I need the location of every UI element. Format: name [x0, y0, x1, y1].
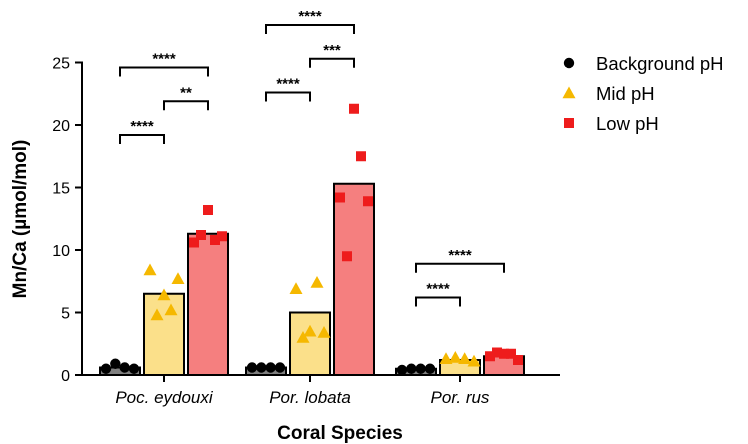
significance-label: **** — [130, 118, 154, 135]
data-point-square — [335, 192, 345, 203]
y-tick-label: 15 — [52, 181, 70, 198]
significance-bracket — [265, 24, 355, 34]
data-point-triangle — [303, 324, 317, 337]
data-point-square — [356, 151, 366, 162]
data-point-circle — [396, 364, 408, 376]
x-tick-label: Poc. eydouxi — [115, 388, 214, 407]
significance-label: **** — [152, 51, 176, 68]
x-axis: Poc. eydouxi Por. lobata Por. rus — [81, 374, 560, 407]
data-point-triangle — [467, 354, 481, 367]
significance-bracket — [265, 91, 311, 102]
data-point-square — [513, 355, 523, 365]
data-point-square — [203, 205, 213, 215]
data-point-circle — [563, 57, 575, 69]
data-point-square — [499, 348, 509, 359]
data-point-square — [196, 230, 206, 240]
data-point-triangle — [562, 86, 576, 99]
significance-bracket — [163, 100, 209, 111]
data-point-square — [217, 231, 227, 242]
data-point-circle — [406, 363, 417, 374]
data-point-triangle — [310, 276, 324, 288]
significance-bracket — [309, 57, 355, 68]
data-point-triangle — [164, 303, 178, 316]
y-tick-label: 20 — [52, 118, 70, 135]
x-tick-label: Por. rus — [431, 388, 490, 407]
data-point-square — [363, 196, 373, 207]
significance-bracket — [415, 262, 505, 273]
data-point-circle — [424, 363, 436, 374]
y-tick-label: 0 — [61, 368, 70, 385]
data-point-triangle — [171, 272, 185, 284]
data-point-triangle — [317, 326, 331, 338]
data-point-circle — [110, 358, 121, 369]
y-axis-title: Mn/Ca (µmol/mol) — [10, 140, 31, 299]
data-point-circle — [274, 362, 286, 373]
y-tick-label: 5 — [61, 306, 70, 323]
data-point-triangle — [150, 308, 164, 321]
data-point-triangle — [143, 263, 157, 276]
data-point-triangle — [448, 351, 462, 363]
data-point-square — [210, 235, 220, 245]
data-point-square — [564, 118, 574, 128]
significance-bracket — [119, 66, 209, 77]
significance-brackets: ***************************** — [119, 8, 505, 307]
significance-label: **** — [276, 76, 300, 93]
data-point-circle — [119, 362, 130, 373]
legend-label: Mid pH — [596, 83, 655, 104]
significance-label: **** — [448, 247, 472, 264]
significance-bracket — [415, 296, 461, 307]
x-tick-label: Por. lobata — [269, 388, 351, 407]
data-point-triangle — [157, 288, 171, 301]
legend-label: Low pH — [596, 113, 659, 134]
data-point-square — [342, 251, 352, 262]
bar — [143, 292, 185, 376]
legend: Background pH Mid pH Low pH — [562, 53, 724, 134]
plot-area — [99, 103, 525, 376]
significance-label: *** — [323, 42, 341, 59]
x-axis-title: Coral Species — [277, 423, 403, 444]
data-point-circle — [128, 363, 140, 374]
data-point-triangle — [439, 352, 453, 364]
data-point-circle — [256, 362, 267, 373]
bar — [333, 182, 375, 376]
data-point-square — [506, 348, 516, 359]
y-axis: 0 5 10 15 20 25 — [52, 56, 83, 385]
significance-label: **** — [426, 281, 450, 298]
data-point-triangle — [458, 352, 472, 364]
data-point-circle — [246, 362, 258, 373]
significance-bracket — [119, 134, 165, 144]
y-tick-label: 10 — [52, 243, 70, 260]
bar — [187, 232, 229, 376]
data-point-square — [485, 351, 495, 362]
data-point-triangle — [296, 331, 310, 343]
data-point-circle — [415, 363, 426, 374]
legend-label: Background pH — [596, 53, 724, 74]
bar — [289, 311, 331, 376]
data-point-circle — [265, 362, 276, 373]
significance-label: ** — [180, 84, 192, 101]
y-tick-label: 25 — [52, 56, 70, 73]
data-point-triangle — [289, 282, 303, 294]
data-point-square — [189, 237, 199, 248]
data-point-square — [349, 103, 359, 114]
data-point-circle — [100, 363, 112, 374]
significance-label: **** — [298, 8, 322, 25]
data-point-square — [492, 347, 502, 358]
